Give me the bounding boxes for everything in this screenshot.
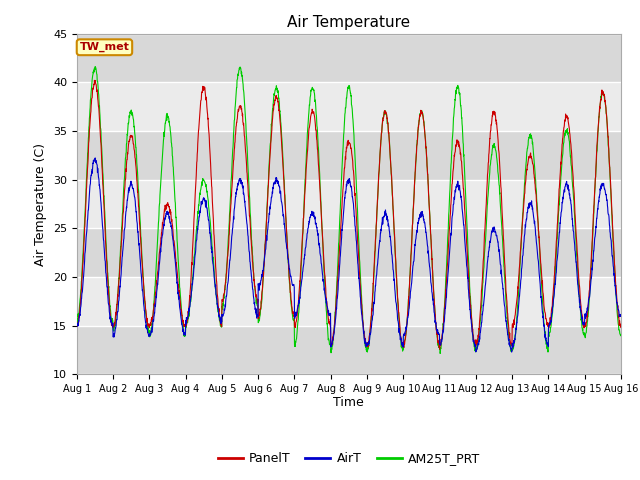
Legend: PanelT, AirT, AM25T_PRT: PanelT, AirT, AM25T_PRT bbox=[212, 447, 485, 470]
Bar bbox=[77, 228, 621, 277]
Bar bbox=[77, 180, 621, 228]
Title: Air Temperature: Air Temperature bbox=[287, 15, 410, 30]
Bar bbox=[77, 82, 621, 131]
Y-axis label: Air Temperature (C): Air Temperature (C) bbox=[35, 143, 47, 265]
X-axis label: Time: Time bbox=[333, 396, 364, 408]
Text: TW_met: TW_met bbox=[79, 42, 129, 52]
Bar bbox=[77, 131, 621, 180]
Bar bbox=[77, 326, 621, 374]
Bar bbox=[77, 34, 621, 82]
Bar bbox=[77, 277, 621, 326]
